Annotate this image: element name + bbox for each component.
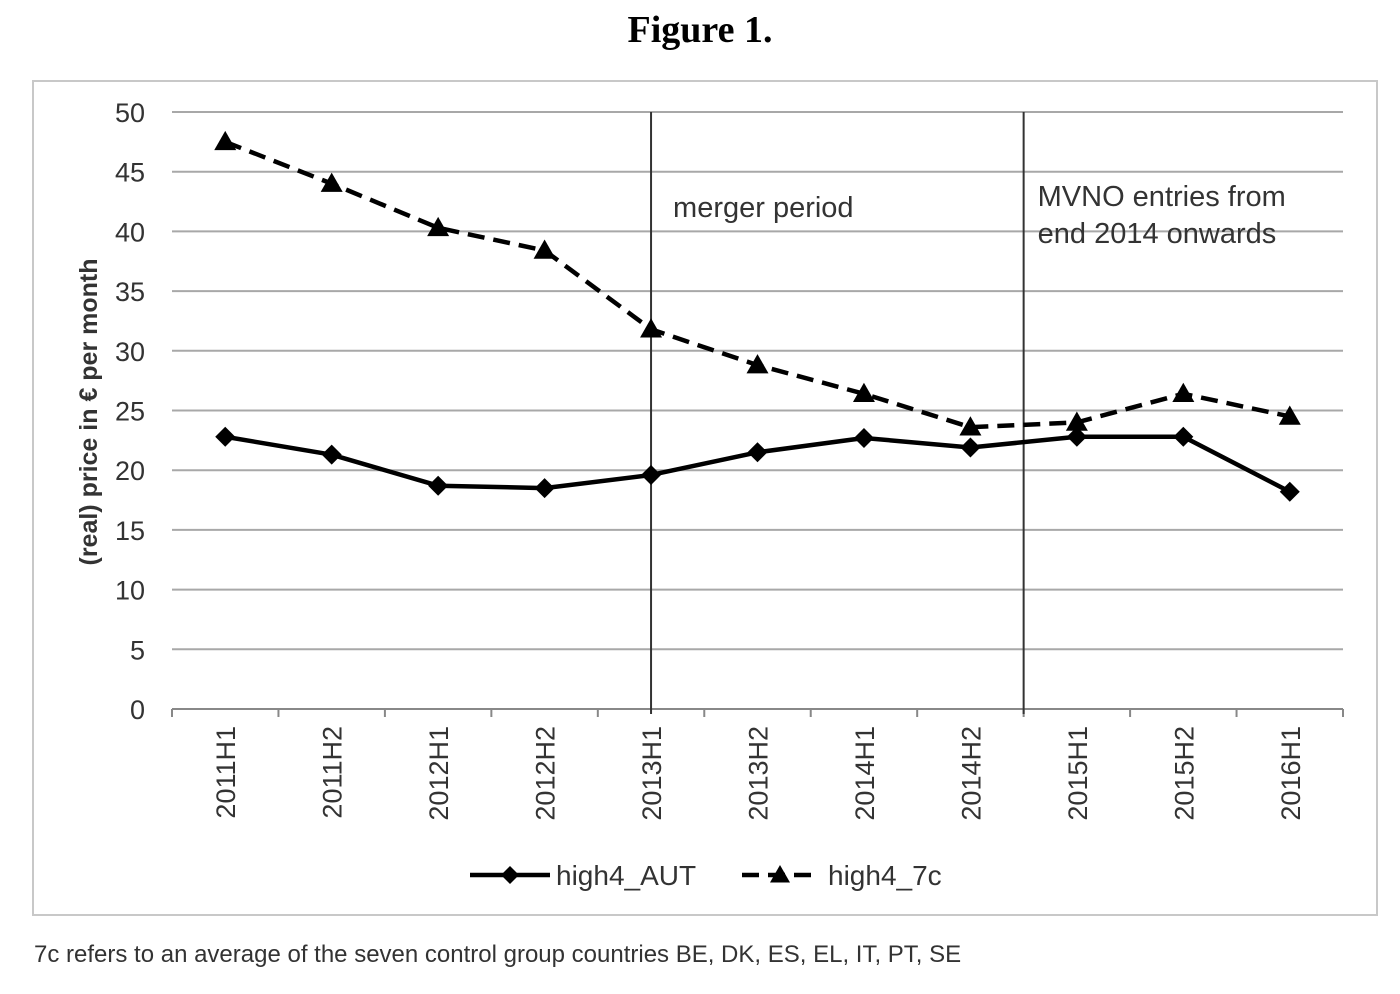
point-high4_7c [746,354,769,374]
point-high4_7c [959,416,982,436]
y-tick-label: 50 [115,98,145,128]
x-tick-label: 2014H2 [956,726,986,821]
point-high4_AUT [960,437,981,458]
y-tick-label: 40 [115,217,145,247]
y-tick-label: 20 [115,456,145,486]
point-high4_AUT [747,442,768,463]
point-high4_7c [214,130,237,151]
y-tick-label: 15 [115,516,145,546]
point-high4_7c [640,318,663,338]
x-tick-label: 2011H2 [318,726,348,819]
y-tick-label: 0 [130,695,145,725]
y-tick-label: 5 [130,635,145,665]
x-tick-label: 2016H1 [1276,726,1306,821]
legend-marker-high4_7c [770,865,790,883]
x-tick-label: 2015H1 [1063,726,1093,821]
legend-label-high4_AUT: high4_AUT [556,860,696,891]
annotation-merger-period: merger period [673,192,854,224]
x-tick-label: 2013H2 [744,726,774,821]
annotation-mvno-line-2: end 2014 onwards [1038,218,1277,250]
point-high4_AUT [1066,426,1087,447]
legend-marker-high4_AUT [501,866,519,884]
x-tick-label: 2015H2 [1169,726,1199,821]
y-tick-label: 10 [115,576,145,606]
point-high4_AUT [215,426,236,447]
point-high4_AUT [1279,481,1300,502]
point-high4_7c [533,239,556,259]
chart-frame [32,80,1378,916]
x-tick-label: 2012H1 [424,726,454,821]
point-high4_7c [427,216,450,237]
y-tick-label: 35 [115,277,145,307]
point-high4_7c [320,172,343,192]
y-tick-label: 30 [115,337,145,367]
point-high4_AUT [534,478,555,499]
footnote: 7c refers to an average of the seven con… [34,941,962,968]
x-tick-label: 2014H1 [850,726,880,821]
y-tick-label: 25 [115,397,145,427]
point-high4_AUT [1173,426,1194,447]
x-tick-label: 2013H1 [637,726,667,821]
annotation-mvno-line-1: MVNO entries from [1038,181,1286,213]
y-axis-label: (real) price in € per month [75,258,103,565]
x-tick-label: 2011H1 [211,726,241,819]
y-tick-label: 45 [115,158,145,188]
point-high4_7c [1065,411,1088,431]
point-high4_AUT [428,475,449,496]
figure-title: Figure 1. [627,9,773,51]
point-high4_7c [1278,405,1301,425]
point-high4_7c [1172,382,1195,403]
point-high4_AUT [321,444,342,465]
point-high4_AUT [641,464,662,485]
legend-label-high4_7c: high4_7c [828,860,942,891]
x-tick-label: 2012H2 [531,726,561,821]
point-high4_AUT [853,427,874,448]
point-high4_7c [852,382,875,403]
